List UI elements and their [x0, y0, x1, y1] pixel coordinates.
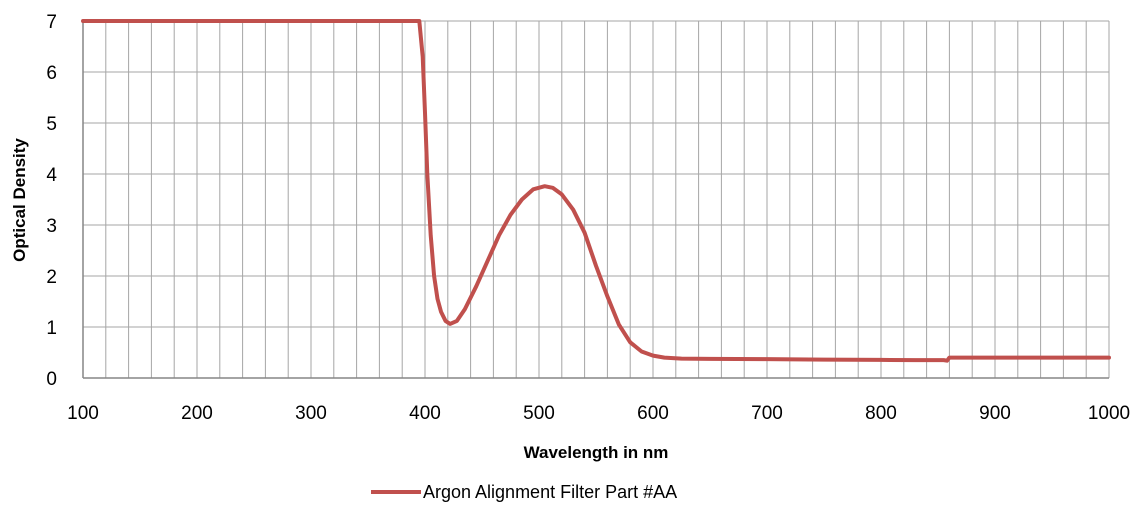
y-tick-label: 5 [46, 114, 57, 135]
series-layer [81, 19, 1111, 363]
x-tick-label: 400 [409, 403, 441, 424]
y-tick-label: 6 [46, 63, 57, 84]
x-tick-label: 200 [181, 403, 213, 424]
grid-lines [82, 20, 1110, 378]
x-tick-label: 100 [67, 403, 99, 424]
y-tick-label: 4 [46, 165, 57, 186]
y-tick-label: 2 [46, 267, 57, 288]
y-axis-title: Optical Density [10, 138, 29, 262]
series-line [81, 19, 1111, 363]
x-tick-label: 800 [865, 403, 897, 424]
x-tick-label: 900 [979, 403, 1011, 424]
y-tick-label: 1 [46, 318, 57, 339]
y-tick-labels: 0 1 2 3 4 5 6 7 [46, 12, 57, 390]
axes [82, 21, 1109, 379]
x-tick-label: 1000 [1088, 403, 1130, 424]
x-tick-label: 600 [637, 403, 669, 424]
y-tick-label: 3 [46, 216, 57, 237]
y-tick-label: 0 [46, 369, 57, 390]
legend-label: Argon Alignment Filter Part #AA [423, 482, 677, 502]
legend: Argon Alignment Filter Part #AA [371, 482, 677, 502]
x-tick-label: 500 [523, 403, 555, 424]
x-tick-label: 700 [751, 403, 783, 424]
x-axis-title: Wavelength in nm [524, 443, 669, 462]
y-tick-label: 7 [46, 12, 57, 33]
x-tick-labels: 100 200 300 400 500 600 700 800 900 1000 [67, 403, 1130, 424]
x-tick-label: 300 [295, 403, 327, 424]
